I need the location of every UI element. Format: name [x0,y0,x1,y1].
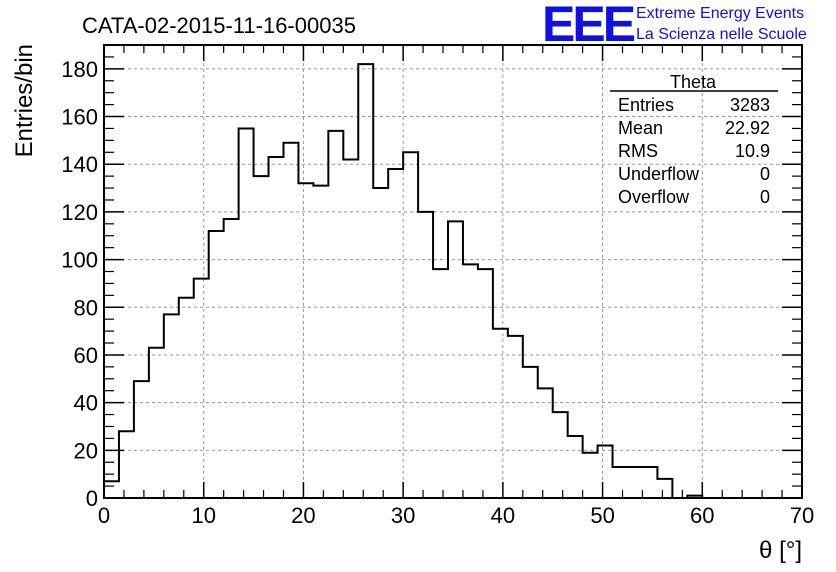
x-tick-label: 60 [690,503,714,528]
stats-row-value: 0 [760,187,770,207]
x-tick-label: 10 [191,503,215,528]
x-tick-label: 30 [391,503,415,528]
stats-row-label: Overflow [618,187,690,207]
stats-row-label: RMS [618,141,658,161]
stats-rows: Entries 3283 Mean 22.92 RMS 10.9 Underflow 0 Ove… [618,95,770,207]
y-tick-label: 40 [74,391,98,416]
y-tick-labels: 0 20 40 60 80 100 120 140 160 180 [61,57,98,511]
y-tick-label: 60 [74,343,98,368]
plot-frame [103,44,803,499]
x-tick-label: 0 [98,503,110,528]
y-axis-label: Entries/bin [11,44,38,157]
y-tick-label: 180 [61,57,98,82]
x-tick-label: 70 [790,503,814,528]
y-tick-label: 120 [61,200,98,225]
stats-title: Theta [670,72,717,92]
y-tick-label: 20 [74,438,98,463]
chart-title: CATA-02-2015-11-16-00035 [82,13,356,38]
logo-line2: La Scienza nelle Scuole [636,26,807,43]
y-tick-label: 80 [74,295,98,320]
stats-row-value: 3283 [730,95,770,115]
stats-row-value: 22.92 [725,118,770,138]
y-tick-label: 0 [86,486,98,511]
x-tick-label: 40 [491,503,515,528]
y-tick-label: 140 [61,152,98,177]
logo-line1: Extreme Energy Events [636,5,804,22]
y-tick-label: 160 [61,105,98,130]
x-tick-labels: 0 10 20 30 40 50 60 70 [98,503,814,528]
x-tick-label: 20 [291,503,315,528]
eee-logo: EEE Extreme Energy Events La Scienza nel… [542,0,807,52]
x-tick-label: 50 [590,503,614,528]
stats-row-label: Entries [618,95,674,115]
logo-mark: EEE [542,0,635,52]
stats-row-label: Underflow [618,164,700,184]
grid-lines [104,45,802,498]
stats-row-label: Mean [618,118,663,138]
y-tick-label: 100 [61,248,98,273]
histogram-outline [103,63,793,499]
stats-row-value: 10.9 [735,141,770,161]
stats-row-value: 0 [760,164,770,184]
x-axis-label: θ [°] [759,537,802,564]
stats-box: Theta Entries 3283 Mean 22.92 RMS 10.9 Underfl… [610,72,778,207]
